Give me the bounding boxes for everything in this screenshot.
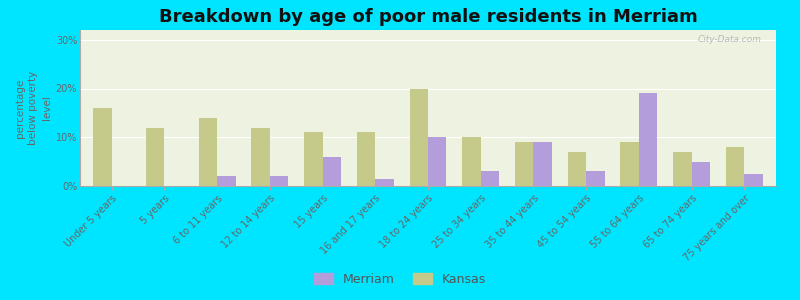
Bar [726,147,744,186]
Bar [586,171,605,186]
Text: City-Data.com: City-Data.com [698,35,762,44]
Bar [568,152,586,186]
Bar [534,142,552,186]
Bar [639,93,658,186]
Bar [146,128,164,186]
Bar [251,128,270,186]
Bar [692,162,710,186]
Bar [481,171,499,186]
Legend: Merriam, Kansas: Merriam, Kansas [309,268,491,291]
Bar [270,176,288,186]
Bar [621,142,639,186]
Bar [462,137,481,186]
Bar [93,108,112,186]
Bar [375,179,394,186]
Y-axis label: percentage
below poverty
level: percentage below poverty level [15,71,51,145]
Bar [515,142,534,186]
Title: Breakdown by age of poor male residents in Merriam: Breakdown by age of poor male residents … [158,8,698,26]
Bar [304,132,322,186]
Bar [198,118,217,186]
Bar [428,137,446,186]
Bar [744,174,763,186]
Bar [217,176,235,186]
Bar [673,152,692,186]
Bar [357,132,375,186]
Bar [410,88,428,186]
Bar [322,157,341,186]
